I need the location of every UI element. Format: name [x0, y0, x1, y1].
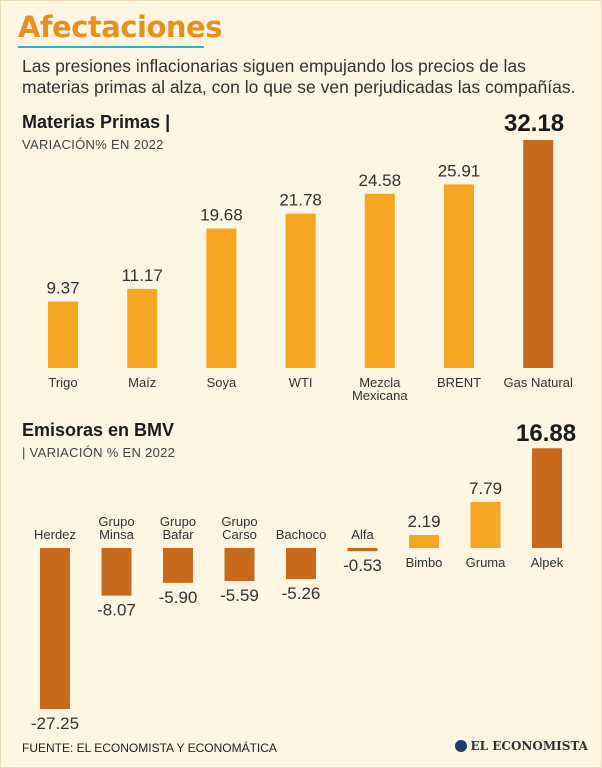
chart2-bar-6 [409, 535, 439, 548]
chart2-category-label-3-b: Carso [222, 527, 257, 542]
chart2-value-label-5: -0.53 [343, 556, 382, 575]
chart2-bar-2 [163, 548, 193, 583]
chart1-title: Materias Primas | [22, 112, 171, 132]
chart1-value-label-2: 19.68 [200, 206, 243, 225]
chart1-bar-2 [206, 228, 237, 368]
chart1-value-label-3: 21.78 [279, 191, 322, 210]
chart1-category-label-3: WTI [289, 375, 313, 390]
chart1-highlight-value: 32.18 [504, 110, 565, 137]
chart2-bar-8 [532, 448, 562, 548]
chart1-subtitle: VARIACIÓN% EN 2022 [22, 137, 164, 152]
title-underline [18, 46, 204, 48]
chart2-bar-4 [286, 548, 316, 580]
chart2-category-label-8: Alpek [531, 555, 564, 570]
chart1-category-label-0: Trigo [48, 375, 77, 390]
title-block: Afectaciones [18, 8, 222, 46]
chart2-value-label-0: -27.25 [31, 714, 79, 733]
chart1-category-label-2: Soya [207, 375, 237, 390]
brand-name: EL ECONOMISTA [470, 739, 588, 753]
chart2-value-label-1: -8.07 [97, 601, 136, 620]
chart1-value-label-5: 25.91 [438, 161, 481, 180]
chart2-value-label-2: -5.90 [159, 588, 198, 607]
chart1-category-label-5: BRENT [437, 375, 481, 390]
page-title: Afectaciones [18, 10, 222, 44]
chart2-title: Emisoras en BMV [22, 420, 175, 440]
chart1-value-label-0: 9.37 [46, 279, 79, 298]
chart2-category-label-7: Gruma [466, 555, 507, 570]
chart1-category-label-4-b: Mexicana [352, 388, 408, 403]
chart2-value-label-7: 7.79 [469, 479, 502, 498]
chart2-value-label-6: 2.19 [407, 512, 440, 531]
chart2-category-label-4: Bachoco [276, 527, 327, 542]
chart2-category-label-1-b: Minsa [99, 527, 134, 542]
chart2-bar-5 [347, 548, 378, 552]
source-note: FUENTE: EL ECONOMISTA Y ECONOMÁTICA [22, 741, 277, 755]
chart2-value-label-4: -5.26 [282, 584, 321, 603]
chart2-category-label-0: Herdez [34, 527, 76, 542]
chart2-category-label-2-b: Bafar [162, 527, 194, 542]
chart2-bar-0 [40, 548, 70, 709]
chart2-category-label-5: Alfa [351, 527, 374, 542]
chart1-bar-4 [364, 193, 395, 368]
el-economista-logo-icon [454, 740, 467, 752]
chart1-value-label-1: 11.17 [122, 266, 163, 285]
chart2-category-label-6: Bimbo [406, 555, 443, 570]
chart1-bar-1 [127, 288, 158, 368]
chart1-bar-6 [523, 140, 554, 368]
chart1-bar-0 [48, 301, 78, 368]
chart2-category-label-2-a: Grupo [160, 514, 196, 529]
chart1-bar-3 [285, 213, 316, 368]
chart2-value-label-3: -5.59 [220, 586, 259, 605]
chart2-bar-3 [224, 548, 255, 582]
chart2-bar-7 [470, 501, 501, 548]
chart2-highlight-value: 16.88 [516, 420, 577, 447]
brand-logo: EL ECONOMISTA [454, 739, 588, 753]
page-subtitle: Las presiones inflacionarias siguen empu… [22, 56, 576, 97]
chart1-bar-5 [444, 184, 474, 368]
chart2-bar-1 [101, 548, 132, 596]
chart1-category-label-6: Gas Natural [504, 375, 573, 390]
chart2-subtitle: | VARIACIÓN % EN 2022 [22, 445, 176, 460]
chart1-category-label-4-a: Mezcla [359, 375, 401, 390]
chart2-category-label-1-a: Grupo [98, 514, 134, 529]
chart1-category-label-1: Maíz [128, 375, 156, 390]
chart2-category-label-3-a: Grupo [221, 514, 257, 529]
chart1-value-label-4: 24.58 [359, 171, 402, 190]
